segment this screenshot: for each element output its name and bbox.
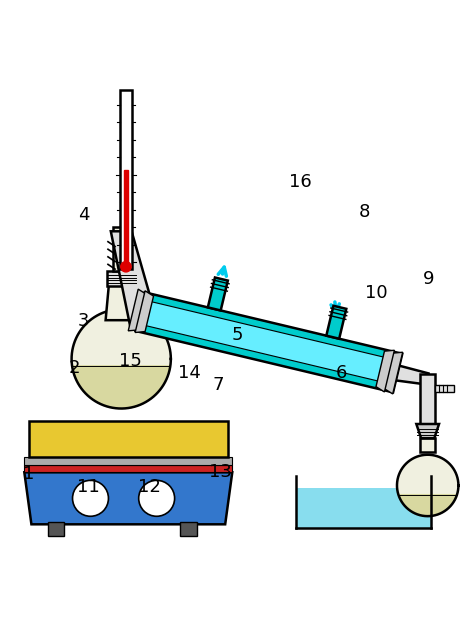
- Bar: [124, 170, 128, 264]
- Text: 14: 14: [178, 364, 201, 382]
- Bar: [435, 385, 454, 392]
- Polygon shape: [72, 309, 171, 409]
- Polygon shape: [107, 271, 136, 286]
- Polygon shape: [111, 231, 149, 330]
- Text: 8: 8: [359, 203, 370, 222]
- Bar: [48, 522, 64, 536]
- Polygon shape: [137, 300, 401, 385]
- Bar: [420, 438, 435, 452]
- Polygon shape: [24, 472, 232, 524]
- Bar: [120, 90, 132, 269]
- Polygon shape: [208, 278, 228, 310]
- Text: 7: 7: [212, 376, 224, 394]
- Circle shape: [121, 261, 131, 272]
- Text: 3: 3: [78, 312, 89, 330]
- Text: 9: 9: [423, 269, 434, 288]
- Bar: [180, 522, 197, 536]
- Polygon shape: [326, 306, 346, 338]
- Bar: [296, 488, 431, 528]
- Text: 2: 2: [68, 359, 80, 377]
- Text: 16: 16: [290, 173, 312, 191]
- Text: 4: 4: [78, 206, 89, 224]
- Text: 6: 6: [335, 364, 346, 382]
- Text: 15: 15: [119, 352, 142, 371]
- Text: 12: 12: [138, 477, 161, 495]
- Bar: [24, 465, 232, 472]
- Bar: [24, 457, 232, 465]
- Text: 13: 13: [209, 463, 232, 481]
- Polygon shape: [136, 292, 402, 392]
- Polygon shape: [397, 455, 458, 516]
- Circle shape: [139, 480, 174, 516]
- Text: 11: 11: [77, 477, 100, 495]
- Polygon shape: [396, 365, 428, 385]
- Text: 1: 1: [23, 465, 35, 483]
- Polygon shape: [384, 352, 402, 394]
- Polygon shape: [376, 350, 394, 392]
- Bar: [113, 227, 130, 271]
- Circle shape: [73, 480, 109, 516]
- Text: 5: 5: [231, 327, 243, 344]
- Polygon shape: [128, 289, 146, 331]
- Polygon shape: [135, 291, 154, 332]
- Text: 10: 10: [365, 284, 388, 301]
- Polygon shape: [416, 424, 439, 438]
- Bar: [420, 374, 435, 424]
- Polygon shape: [72, 366, 170, 409]
- Polygon shape: [398, 495, 457, 516]
- Bar: [29, 421, 228, 457]
- Polygon shape: [106, 274, 137, 320]
